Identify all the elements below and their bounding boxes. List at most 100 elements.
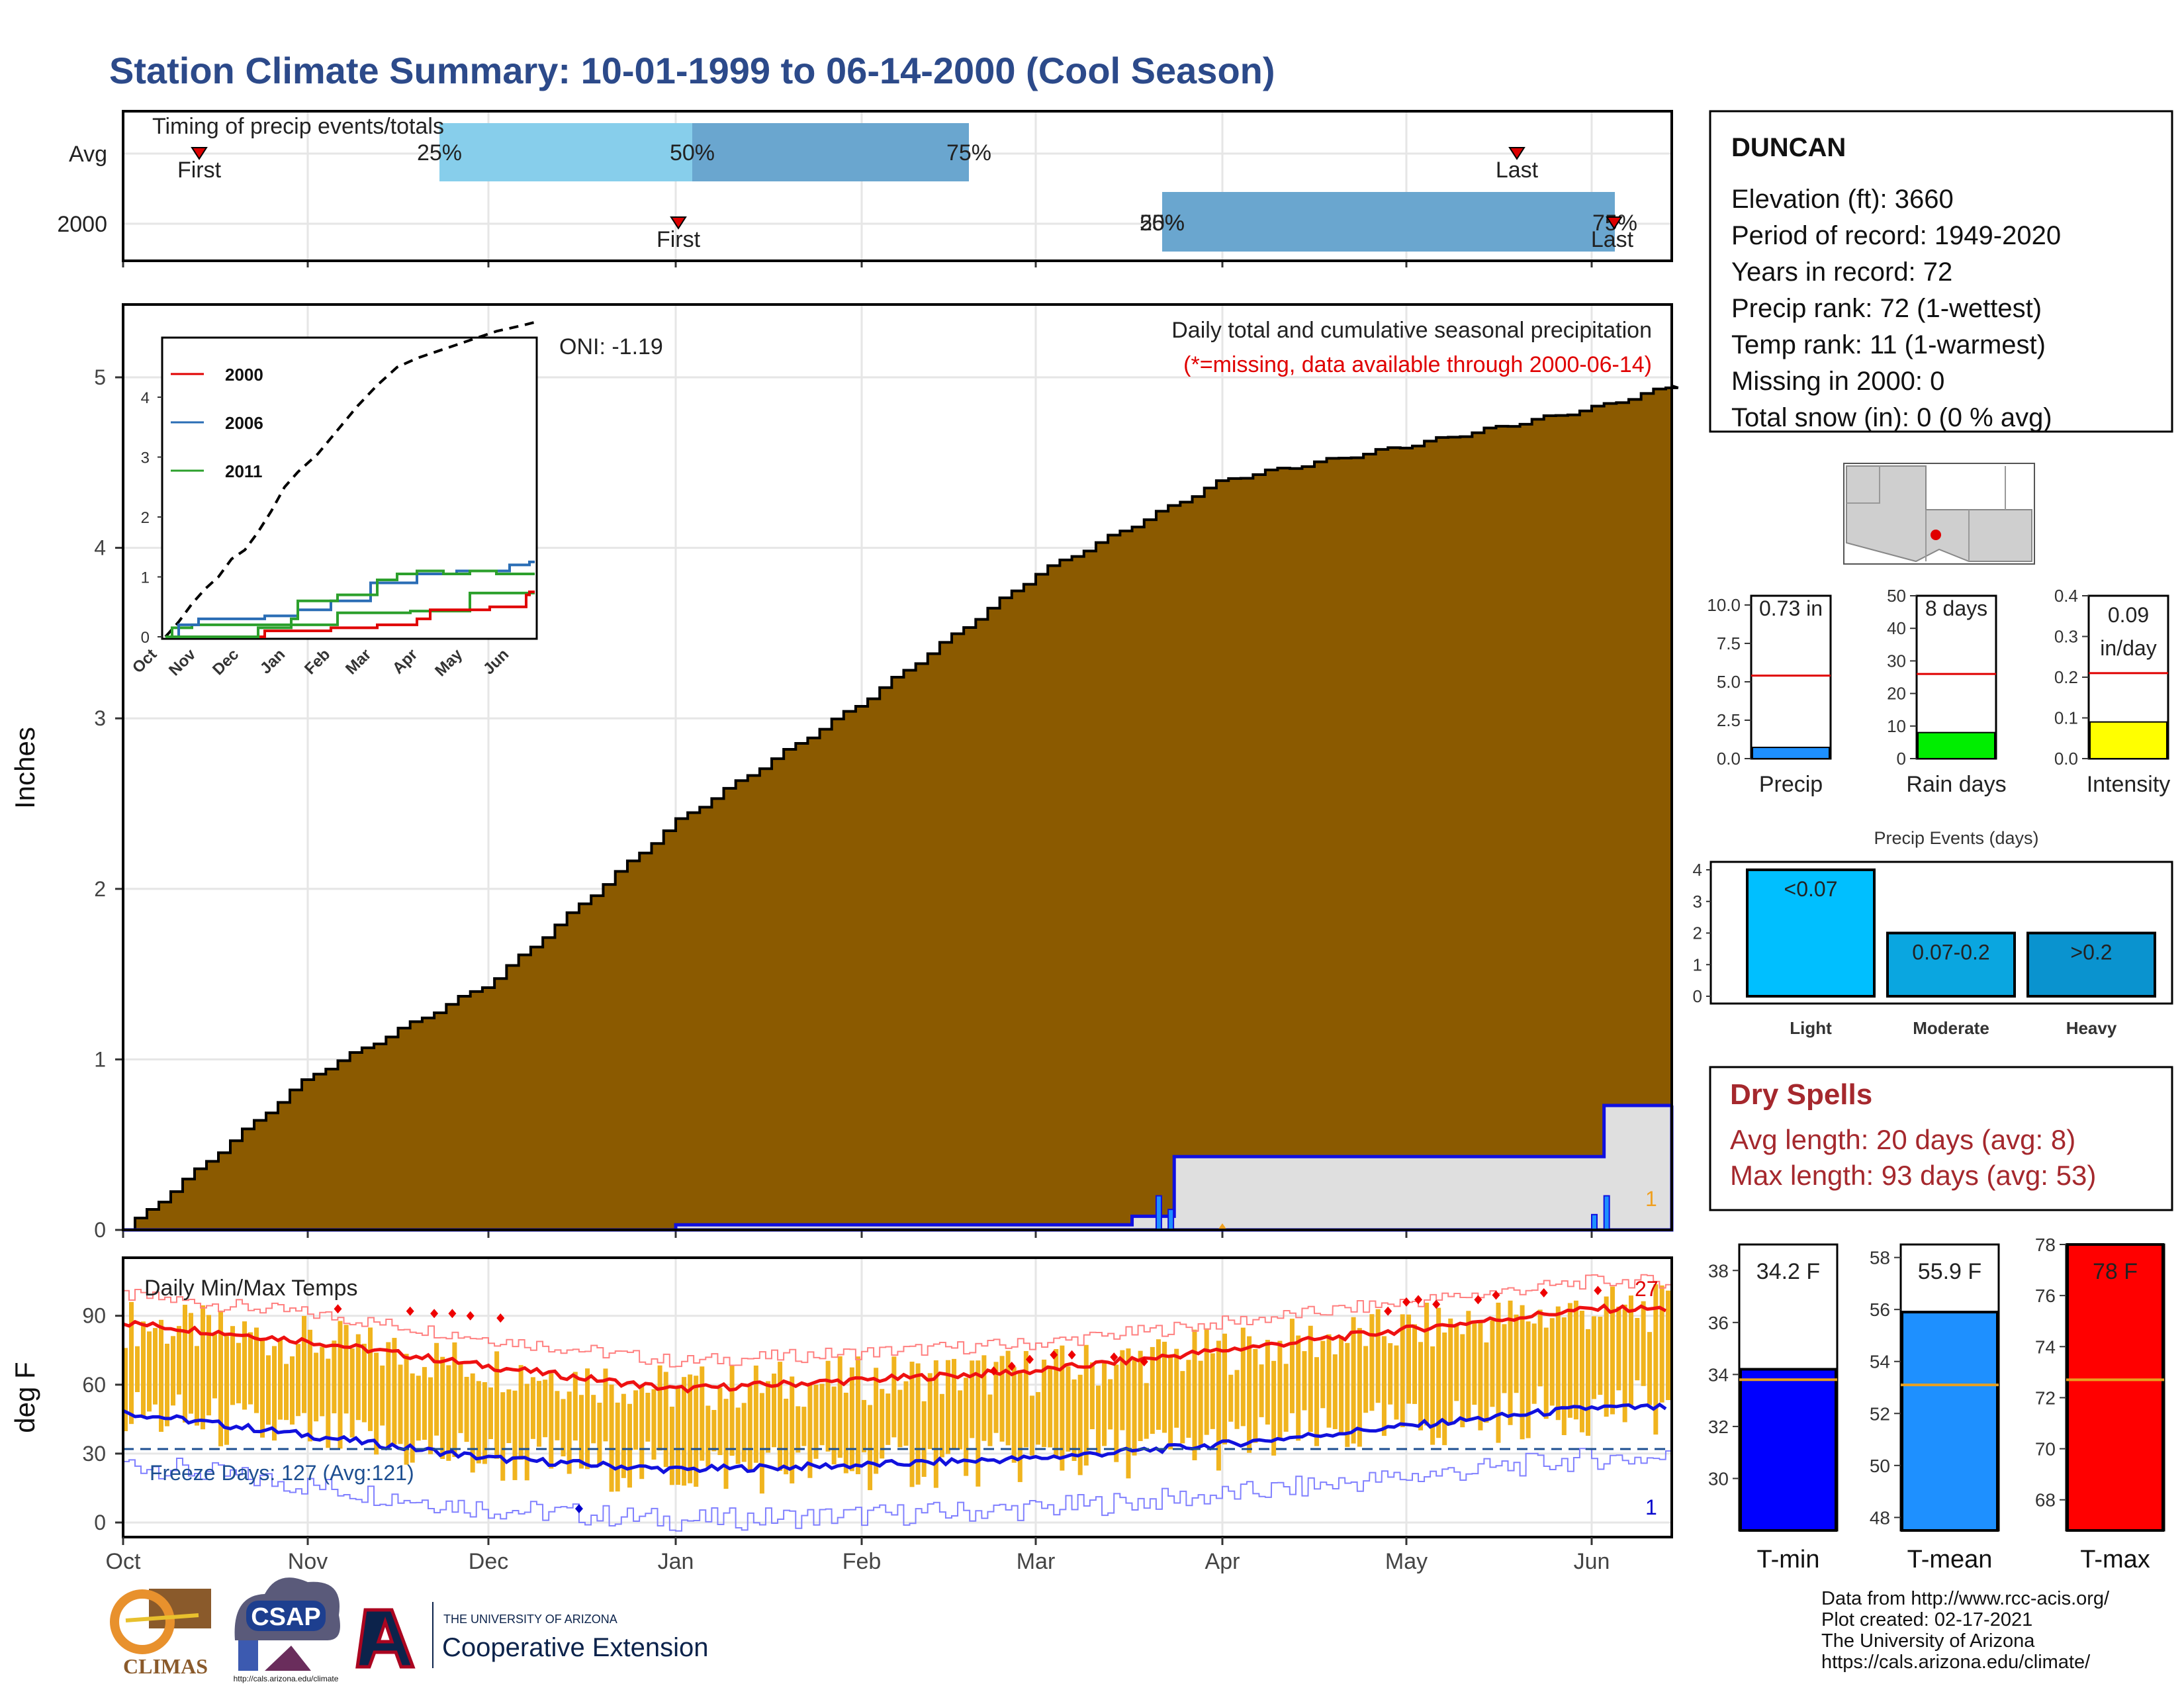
events-y-tick: 3 <box>1693 892 1702 912</box>
daily-temp-bar <box>796 1406 801 1453</box>
record-high-marker <box>1068 1350 1076 1360</box>
record-high-marker <box>1414 1295 1423 1305</box>
daily-temp-bar <box>123 1348 128 1432</box>
y2000-first-marker <box>670 216 687 230</box>
y-tick-label: 90 <box>82 1304 106 1328</box>
inset-y-tick: 4 <box>141 389 150 407</box>
legend-2011: 2011 <box>225 461 262 481</box>
daily-temp-bar <box>1144 1383 1149 1439</box>
y2000-p25: 25% <box>1140 211 1185 236</box>
csap-logo: CSAP http://cals.arizona.edu/climate <box>234 1577 340 1683</box>
daily-temp-bar <box>1077 1374 1083 1476</box>
daily-temp-bar <box>741 1403 747 1462</box>
daily-precip-bar <box>1603 1195 1610 1231</box>
daily-temp-bar <box>1089 1362 1095 1430</box>
temp-tick: 50 <box>1870 1456 1890 1476</box>
daily-temp-bar <box>1308 1325 1313 1432</box>
mini-bar-value <box>1752 747 1830 759</box>
daily-temp-bar <box>1210 1353 1215 1429</box>
daily-temp-bar <box>1332 1354 1338 1429</box>
daily-temp-bar <box>999 1356 1005 1442</box>
record-high-marker <box>989 1366 998 1376</box>
timing-label: Timing of precip events/totals <box>152 114 444 139</box>
daily-temp-bar <box>537 1381 542 1447</box>
daily-temp-bar <box>171 1336 175 1406</box>
daily-temp-bar <box>915 1363 921 1485</box>
daily-temp-bar <box>1150 1346 1155 1434</box>
daily-temp-bar <box>1095 1385 1101 1456</box>
daily-temp-bar <box>1537 1309 1543 1387</box>
daily-temp-bar <box>212 1334 217 1399</box>
daily-temp-bar <box>524 1383 529 1481</box>
daily-temp-bar <box>1592 1316 1596 1399</box>
daily-temp-bar <box>1604 1296 1609 1417</box>
mini-bars: 0.0 2.5 5.0 7.5 10.0 0.73 in Precip 0 10 20 30 40 50… <box>1707 586 2170 797</box>
mini-tick: 40 <box>1887 618 1906 638</box>
ua-small: THE UNIVERSITY OF ARIZONA <box>443 1613 617 1626</box>
daily-temp-bar <box>242 1321 247 1410</box>
daily-temp-bar <box>1005 1350 1011 1446</box>
freeze-days: Freeze Days: 127 (Avg:121) <box>150 1461 414 1485</box>
inset-y-tick: 0 <box>141 629 150 647</box>
y-tick-label: 5 <box>94 365 106 389</box>
temp-tick: 52 <box>1870 1403 1890 1424</box>
daily-temp-bar <box>224 1336 229 1445</box>
daily-temp-bar <box>688 1374 693 1483</box>
daily-temp-bar <box>1186 1360 1191 1438</box>
daily-temp-bar <box>958 1390 963 1450</box>
location-map <box>1843 463 2035 565</box>
legend-2006: 2006 <box>225 413 263 433</box>
daily-temp-bar <box>464 1376 469 1442</box>
daily-temp-bar <box>236 1342 241 1403</box>
daily-temp-bar <box>1561 1317 1567 1436</box>
y-tick-label: 1 <box>94 1047 106 1071</box>
temp-tick: 54 <box>1870 1352 1890 1372</box>
temp-tick: 32 <box>1708 1417 1729 1437</box>
daily-temp-bar <box>1430 1346 1435 1445</box>
events-y-tick: 1 <box>1693 955 1702 974</box>
daily-temp-bar <box>1054 1349 1059 1458</box>
daily-temp-bar <box>645 1392 651 1442</box>
daily-temp-bar <box>676 1387 680 1485</box>
temp-tick: 72 <box>2035 1387 2056 1408</box>
daily-temp-bar <box>278 1338 283 1420</box>
daily-temp-bar <box>1454 1325 1459 1401</box>
daily-temp-bar <box>1616 1306 1621 1391</box>
daily-temp-bar <box>1192 1329 1197 1460</box>
daily-temp-bar <box>1448 1318 1453 1425</box>
daily-temp-bar <box>1296 1335 1301 1441</box>
daily-temp-bar <box>1222 1333 1227 1445</box>
daily-temp-bar <box>981 1355 987 1441</box>
record-high-marker <box>1539 1288 1548 1297</box>
daily-temp-bar <box>308 1329 312 1442</box>
daily-temp-bar <box>813 1384 819 1459</box>
daily-temp-bar <box>326 1358 331 1448</box>
daily-temp-bar <box>735 1407 741 1464</box>
precip-events: Precip Events (days) 0 1 2 3 4 <0.07 Light 0.07… <box>1693 828 2173 1038</box>
event-category: Moderate <box>1913 1018 1989 1038</box>
event-category: Light <box>1790 1018 1832 1038</box>
daily-temp-bar <box>933 1360 938 1488</box>
mini-bar-frame <box>1915 594 1997 760</box>
daily-temp-bar <box>1442 1332 1447 1446</box>
station-line: Missing in 2000: 0 <box>1731 367 1944 396</box>
daily-temp-bar <box>778 1362 783 1471</box>
mini-tick: 30 <box>1887 651 1906 671</box>
daily-temp-bar <box>663 1372 668 1468</box>
avg-first-marker <box>191 147 208 160</box>
daily-temp-bar <box>1271 1360 1277 1456</box>
daily-temp-bar <box>1326 1334 1332 1428</box>
daily-temp-bar <box>639 1385 645 1479</box>
events-y-tick: 0 <box>1693 986 1702 1006</box>
record-high-marker <box>1025 1354 1034 1364</box>
daily-temp-bar <box>597 1402 602 1467</box>
daily-temp-bar <box>1549 1318 1555 1406</box>
daily-temp-bar <box>615 1402 620 1492</box>
daily-temp-bar <box>1066 1366 1071 1452</box>
avg-last-label: Last <box>1496 158 1539 183</box>
mini-value-text: 0.09 <box>2108 603 2149 627</box>
temp-tick: 48 <box>1870 1507 1890 1528</box>
record-high-marker <box>1474 1295 1482 1305</box>
mini-bar-value <box>2089 721 2167 760</box>
daily-temp-bar <box>410 1373 415 1463</box>
